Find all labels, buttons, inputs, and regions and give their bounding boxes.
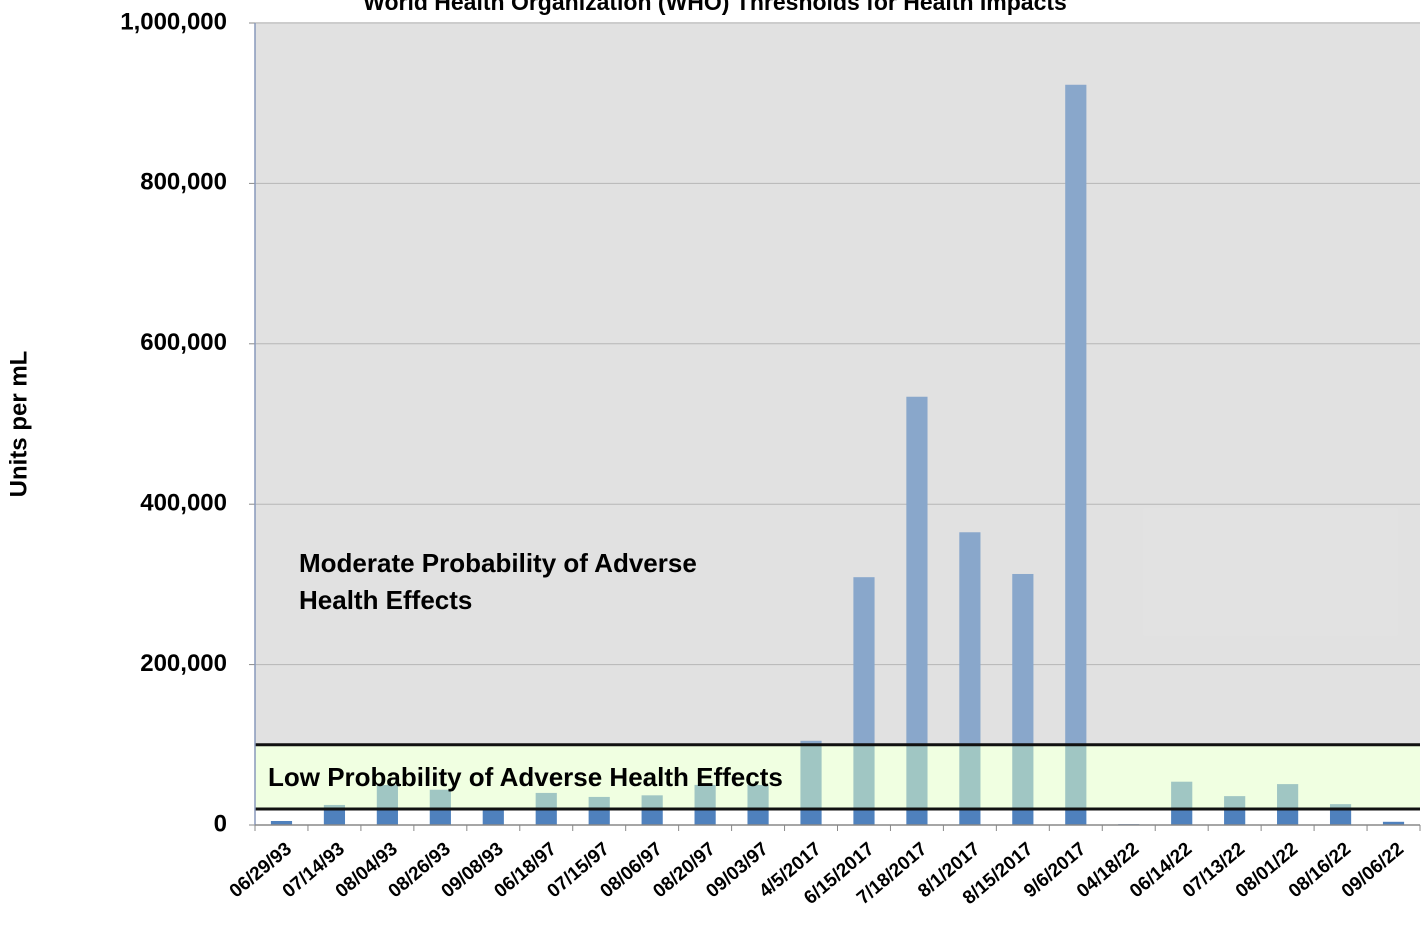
moderate-zone	[255, 23, 1420, 745]
y-tick-label: 600,000	[140, 329, 227, 356]
plot-background	[255, 23, 1420, 745]
bar	[1065, 84, 1087, 825]
y-axis-label: Units per mL	[5, 351, 32, 498]
bar	[906, 396, 928, 825]
bar	[1382, 821, 1405, 825]
y-tick-label: 400,000	[140, 490, 227, 517]
annotation: Low Probability of Adverse Health Effect…	[268, 762, 783, 792]
annotation: Health Effects	[299, 585, 472, 615]
y-tick-label: 1,000,000	[120, 8, 227, 35]
annotation: Moderate Probability of Adverse	[299, 548, 697, 578]
bar	[482, 808, 504, 825]
y-tick-label: 800,000	[140, 169, 227, 196]
chart-title: World Health Organization (WHO) Threshol…	[363, 0, 1067, 15]
low-zone	[255, 744, 1420, 809]
bar	[270, 820, 293, 825]
y-tick-label: 0	[214, 810, 227, 837]
y-tick-label: 200,000	[140, 650, 227, 677]
